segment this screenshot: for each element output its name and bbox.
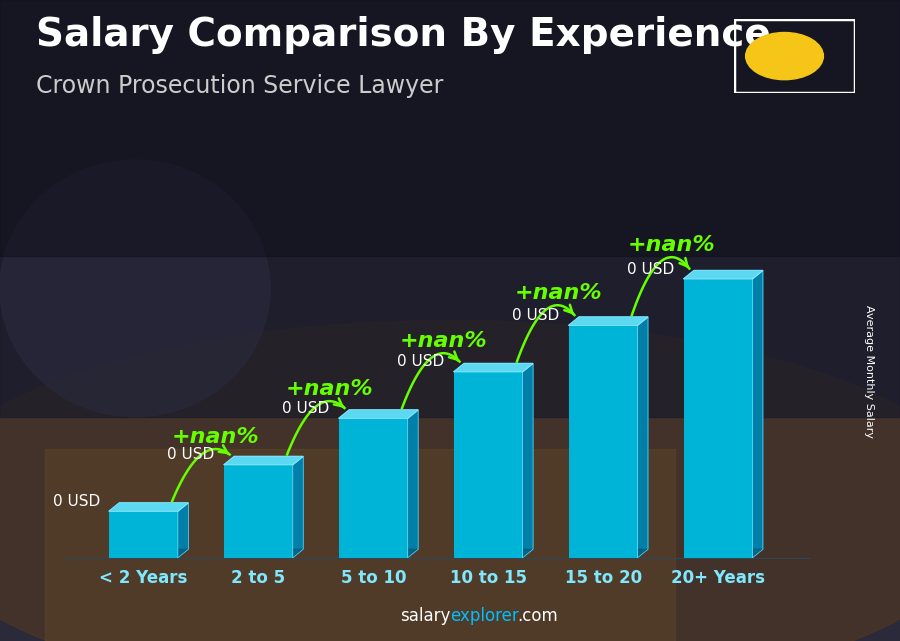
Polygon shape: [224, 549, 303, 558]
Polygon shape: [684, 271, 763, 279]
Text: +nan%: +nan%: [400, 331, 487, 351]
Text: salary: salary: [400, 607, 450, 625]
Bar: [224, 465, 292, 558]
Polygon shape: [109, 549, 188, 558]
Text: Average Monthly Salary: Average Monthly Salary: [863, 305, 874, 438]
Text: 0 USD: 0 USD: [512, 308, 560, 323]
Polygon shape: [569, 549, 648, 558]
Text: +nan%: +nan%: [628, 235, 716, 255]
Polygon shape: [338, 549, 418, 558]
Bar: [109, 512, 178, 558]
Text: explorer: explorer: [450, 607, 518, 625]
Bar: [454, 372, 523, 558]
Text: 0 USD: 0 USD: [167, 447, 215, 462]
Text: +nan%: +nan%: [285, 379, 374, 399]
Text: .com: .com: [518, 607, 558, 625]
Polygon shape: [408, 410, 418, 558]
Polygon shape: [292, 456, 303, 558]
Text: Crown Prosecution Service Lawyer: Crown Prosecution Service Lawyer: [36, 74, 444, 97]
Ellipse shape: [0, 320, 900, 641]
Circle shape: [745, 33, 824, 79]
Text: +nan%: +nan%: [172, 427, 259, 447]
Polygon shape: [178, 503, 188, 558]
Text: 0 USD: 0 USD: [627, 262, 674, 276]
Text: +nan%: +nan%: [514, 283, 602, 303]
Polygon shape: [569, 317, 648, 326]
Polygon shape: [684, 549, 763, 558]
Text: 0 USD: 0 USD: [397, 354, 445, 369]
Bar: [338, 418, 408, 558]
Polygon shape: [752, 271, 763, 558]
Polygon shape: [637, 317, 648, 558]
Polygon shape: [224, 456, 303, 465]
Bar: [45, 449, 675, 641]
Bar: [0, 0, 900, 256]
Bar: [569, 326, 637, 558]
Text: 0 USD: 0 USD: [52, 494, 100, 509]
Polygon shape: [454, 363, 533, 372]
Polygon shape: [454, 549, 533, 558]
Polygon shape: [523, 363, 533, 558]
Ellipse shape: [0, 160, 270, 417]
Text: Salary Comparison By Experience: Salary Comparison By Experience: [36, 16, 770, 54]
Bar: [0, 0, 900, 417]
Bar: [684, 279, 752, 558]
Polygon shape: [109, 503, 188, 512]
Polygon shape: [338, 410, 418, 418]
Text: 0 USD: 0 USD: [283, 401, 329, 416]
